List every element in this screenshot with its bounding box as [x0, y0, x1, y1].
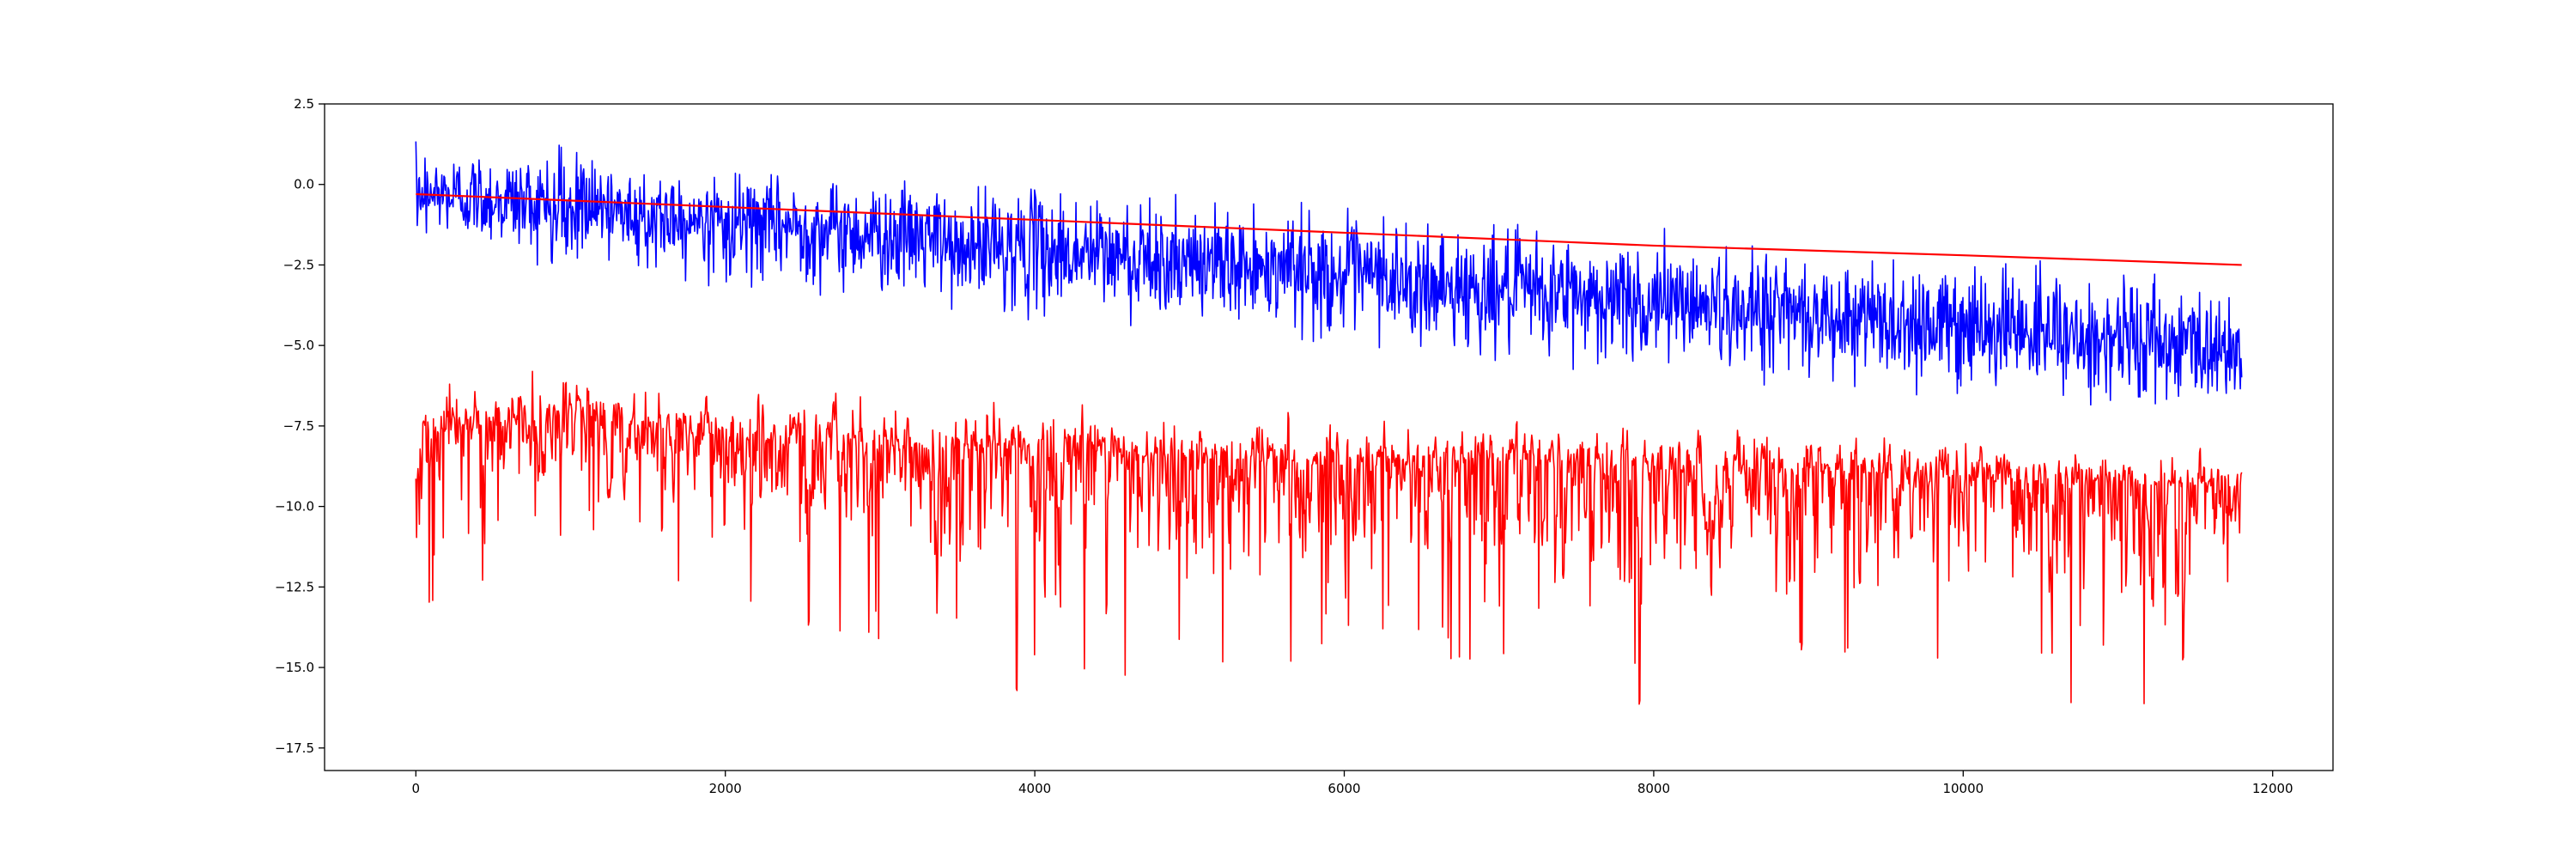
- x-tick-label: 6000: [1327, 781, 1360, 796]
- x-axis: 0 2000 4000 6000 8000 10000 12000: [412, 771, 2293, 796]
- plot-frame: [324, 103, 2334, 771]
- y-axis: 2.5 0.0 −2.5 −5.0 −7.5 −10.0 −12.5 −15.0 −17.5: [275, 96, 325, 756]
- x-tick-label: 12000: [2252, 781, 2293, 796]
- y-tick-label: 2.5: [294, 96, 314, 112]
- x-tick-label: 8000: [1637, 781, 1670, 796]
- y-tick-label: −5.0: [283, 338, 314, 353]
- x-tick-label: 10000: [1942, 781, 1984, 796]
- x-tick-label: 0: [412, 781, 421, 796]
- x-tick-label: 2000: [709, 781, 742, 796]
- y-tick-label: −15.0: [275, 660, 314, 675]
- y-tick-label: 0.0: [294, 177, 314, 192]
- y-tick-label: −10.0: [275, 499, 314, 515]
- y-tick-label: −12.5: [275, 579, 314, 594]
- series-noisy-red: [415, 370, 2243, 705]
- series-layer: [415, 141, 2243, 705]
- y-tick-label: −17.5: [275, 740, 314, 756]
- series-noisy-blue: [415, 141, 2243, 406]
- y-tick-label: −2.5: [283, 257, 314, 272]
- x-tick-label: 4000: [1018, 781, 1051, 796]
- series-trend-line: [416, 192, 2242, 266]
- y-tick-label: −7.5: [283, 418, 314, 434]
